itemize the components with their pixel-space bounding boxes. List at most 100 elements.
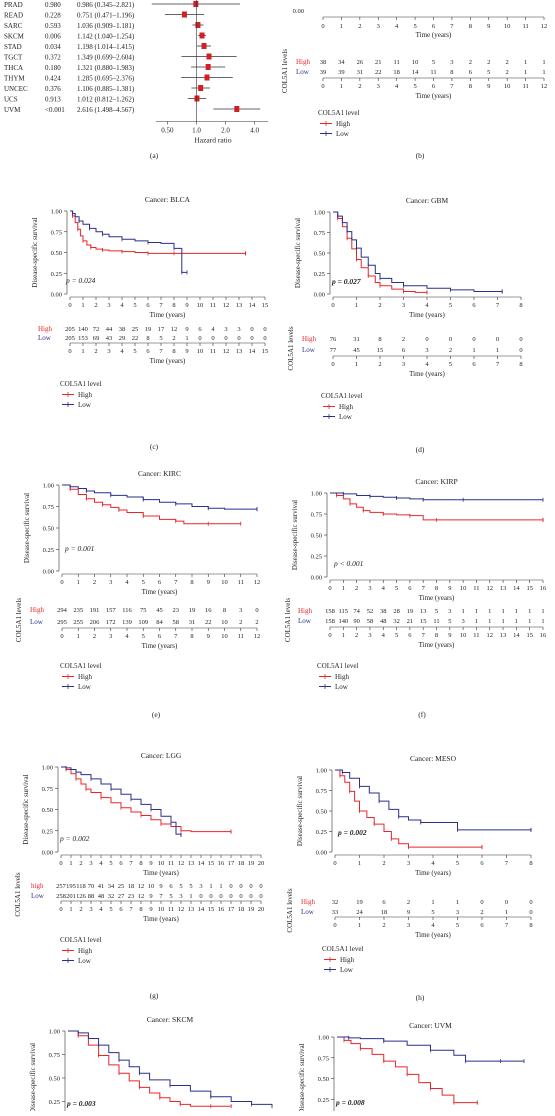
km-x-tick-label: 11 (238, 579, 244, 586)
km-y-tick-label: 0.00 (42, 850, 53, 857)
risk-count: 3 (199, 883, 202, 890)
risk-group-label: Low (296, 68, 310, 76)
km-curve-high (337, 1036, 478, 1104)
risk-x-tick-label: 8 (172, 348, 175, 355)
panel-label: (a) (150, 151, 159, 160)
km-curve-low (333, 211, 503, 293)
legend-b: COL5A1 level High Low (318, 109, 359, 138)
forest-hr-text: 1.012 (0.812–1.262) (77, 96, 135, 104)
forest-pvalue: 0.228 (45, 12, 61, 20)
km-panel-c: Cancer: BLCA 0.00 0.25 0.50 0.75 1.00 Disease-… (31, 195, 268, 319)
km-x-tick-label: 8 (190, 579, 193, 586)
risk-count: 34 (108, 883, 115, 890)
km-x-tick-label: 14 (513, 585, 520, 592)
risk-count: 58 (173, 619, 180, 626)
risk-x-tick-label: 4 (99, 906, 103, 913)
risk-count: 5 (169, 893, 172, 900)
km-x-tick-label: 8 (529, 860, 532, 867)
km-x-label: Time (years) (419, 594, 455, 602)
km-title: Cancer: GBM (406, 196, 449, 205)
risk-x-tick-label: 4 (120, 348, 124, 355)
risk-count: 1 (542, 69, 545, 76)
risk-x-tick-label: 0 (328, 632, 331, 639)
km-x-tick-label: 4 (382, 585, 386, 592)
risk-x-tick-label: 1 (342, 632, 345, 639)
km-x-tick-label: 6 (480, 860, 484, 867)
forest-hr-text: 0.751 (0.471–1.196) (77, 12, 135, 20)
risk-count: 10 (148, 883, 155, 890)
forest-pvalue: 0.034 (45, 43, 61, 51)
km-curve-high (333, 211, 427, 293)
risk-x-tick-label: 12 (541, 83, 548, 90)
risk-table-label: COL5A1 levels (284, 598, 292, 642)
km-y-tick-label: 1.00 (51, 209, 62, 216)
risk-count: 235 (73, 607, 83, 614)
forest-tick-label: 1.0 (192, 127, 201, 135)
risk-x-tick-label: 5 (142, 633, 145, 640)
risk-count: 13 (420, 608, 427, 615)
km-x-tick-label: 2 (382, 860, 385, 867)
risk-count: 294 (57, 607, 68, 614)
risk-x-tick-label: 4 (382, 632, 386, 639)
risk-count: 1 (528, 618, 531, 625)
risk-x-tick-label: 16 (540, 632, 547, 639)
risk-x-tick-label: 7 (450, 83, 454, 90)
risk-x-tick-label: 12 (223, 348, 230, 355)
panel-label: (e) (152, 710, 161, 719)
km-x-tick-label: 9 (448, 585, 451, 592)
risk-count: 31 (357, 69, 364, 76)
risk-count: 0 (259, 883, 262, 890)
risk-count: 257 (56, 883, 67, 890)
risk-table-label: COL5A1 levels (287, 326, 295, 370)
forest-cancer-label: THCA (4, 64, 23, 72)
km-curve-low (337, 1036, 524, 1062)
risk-x-tick-label: 8 (435, 632, 438, 639)
km-panel-g: Cancer: LGG 0.00 0.25 0.50 0.75 1.00 Disease-s… (22, 751, 264, 877)
forest-x-label: Hazard ratio (194, 136, 232, 145)
panel-label: (h) (416, 993, 425, 1002)
forest-cancer-label: STAD (4, 43, 22, 51)
legend-title: COL5A1 level (318, 109, 359, 117)
risk-count: 90 (353, 618, 360, 625)
risk-count: 9 (185, 326, 188, 333)
forest-pvalue: 0.180 (45, 64, 61, 72)
forest-hr-text: 1.198 (1.014–1.415) (77, 43, 135, 51)
risk-x-tick-label: 5 (413, 83, 416, 90)
risk-count: 0 (529, 909, 532, 916)
legend-label: Low (78, 957, 92, 965)
km-y-label: Disease-specific survival (296, 776, 304, 846)
km-pvalue: p = 0.024 (65, 276, 96, 285)
km-x-tick-label: 5 (395, 585, 398, 592)
km-x-tick-label: 7 (159, 302, 163, 309)
forest-point (205, 64, 211, 70)
risk-count: 1 (431, 899, 434, 906)
risk-x-tick-label: 2 (94, 348, 97, 355)
risk-count: 1 (462, 608, 465, 615)
risk-count: 19 (356, 899, 363, 906)
forest-point (181, 11, 187, 18)
km-x-tick-label: 12 (541, 23, 548, 30)
forest-point (193, 1, 199, 7)
risk-count: 1 (185, 335, 188, 342)
risk-x-label: Time (years) (409, 370, 445, 378)
km-x-tick-label: 5 (133, 302, 136, 309)
km-curve-low (61, 766, 182, 835)
km-y-tick-label: 1.00 (42, 765, 53, 772)
risk-x-label: Time (years) (416, 92, 452, 100)
km-x-tick-label: 8 (435, 585, 438, 592)
km-x-tick-label: 2 (355, 585, 358, 592)
forest-hr-text: 2.616 (1.498–4.567) (77, 106, 135, 114)
km-x-tick-label: 1 (342, 585, 345, 592)
km-x-tick-label: 12 (223, 302, 230, 309)
risk-count: 2 (506, 59, 509, 66)
forest-pvalue: <0.001 (45, 106, 65, 114)
forest-hr-text: 1.036 (0.909–1.181) (77, 22, 135, 30)
risk-count: 29 (119, 335, 126, 342)
risk-count: 5 (487, 69, 490, 76)
legend-d: COL5A1 level High Low (321, 392, 362, 421)
km-x-tick-label: 5 (109, 860, 112, 867)
risk-group-label: Low (31, 892, 45, 900)
risk-x-tick-label: 6 (480, 922, 484, 929)
